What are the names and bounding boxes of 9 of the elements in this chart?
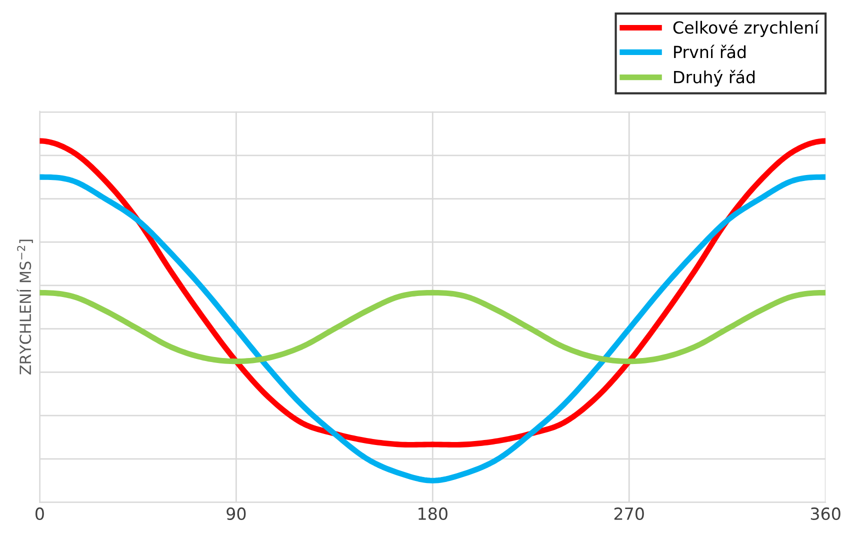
x-tick-label: 360 — [810, 507, 840, 520]
y-axis-title: ZRYCHLENÍ MS$^{−2}$] — [16, 240, 33, 374]
x-tick-label: 180 — [418, 507, 448, 520]
x-tick-label: 270 — [614, 507, 644, 520]
legend-label: Druhý řád — [674, 70, 755, 87]
legend-label: Celkové zrychlení — [673, 20, 820, 38]
x-tick-label: 90 — [226, 507, 246, 520]
x-tick-label: 0 — [36, 507, 44, 520]
legend-label: První řád — [674, 44, 746, 58]
